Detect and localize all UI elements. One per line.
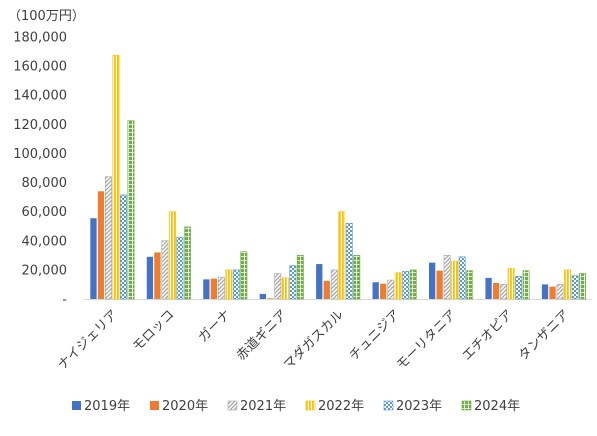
legend-swatch [305, 400, 316, 411]
bar-2022年-ナイジェリア [112, 54, 120, 300]
bar-2023年-ナイジェリア [120, 194, 127, 300]
bar-2023年-チュニジア [402, 271, 410, 300]
bar-2024年-チュニジア [409, 269, 417, 300]
bar-2019年-モロッコ [146, 256, 154, 299]
y-axis: - 20,000 40,000 60,000 80,000 100,000 120,000 1… [13, 31, 67, 308]
bar-2021年-モーリタニア [443, 255, 451, 300]
bar-2020年-ガーナ [210, 278, 218, 299]
bar-2022年-タンザニア [564, 269, 571, 300]
bar-2022年-エチオピア [507, 268, 515, 300]
legend-label: 2022年 [318, 399, 364, 414]
y-tick-label: 80,000 [22, 176, 68, 191]
unit-label: （100万円） [8, 9, 85, 24]
legend-label: 2024年 [474, 399, 520, 414]
y-tick-label: 60,000 [22, 205, 68, 220]
bar-2023年-赤道ギニア [289, 265, 297, 300]
bar-2023年-タンザニア [571, 275, 579, 300]
y-tick-label: 40,000 [22, 234, 68, 249]
bar-2019年-チュニジア [372, 282, 379, 299]
bar-2023年-マダガスカル [345, 223, 353, 300]
bar-2019年-ナイジェリア [90, 218, 97, 299]
bar-2020年-タンザニア [549, 286, 556, 299]
bar-2024年-赤道ギニア [296, 255, 304, 300]
bar-2019年-タンザニア [541, 284, 549, 299]
bar-2021年-タンザニア [556, 284, 564, 300]
bar-2024年-タンザニア [579, 273, 586, 300]
bar-2022年-赤道ギニア [281, 277, 289, 300]
bar-2019年-赤道ギニア [259, 293, 266, 299]
bar-2021年-ナイジェリア [105, 176, 112, 300]
legend-item: 2021年 [227, 399, 286, 414]
bar-2020年-モーリタニア [436, 270, 443, 299]
bar-2023年-モーリタニア [458, 256, 466, 300]
y-tick-label: 180,000 [13, 31, 67, 46]
bar-2021年-モロッコ [161, 240, 169, 300]
bar-2020年-ナイジェリア [97, 191, 105, 299]
legend-item: 2020年 [150, 399, 208, 414]
bar-2019年-ガーナ [203, 279, 210, 299]
bar-2020年-モロッコ [154, 252, 161, 299]
legend-item: 2023年 [383, 399, 442, 414]
bar-2024年-エチオピア [522, 270, 530, 300]
bar-2024年-ガーナ [240, 251, 248, 300]
bar-2020年-エチオピア [492, 282, 500, 299]
legend-swatch [72, 401, 81, 410]
x-tick-label: マダガスカル [281, 307, 347, 373]
y-tick-label: 20,000 [22, 263, 68, 278]
y-tick-label: 140,000 [13, 89, 67, 104]
bar-2019年-モーリタニア [428, 262, 436, 299]
legend-swatch [150, 401, 159, 410]
bar-2023年-モロッコ [176, 236, 184, 300]
legend-swatch [383, 400, 394, 411]
bar-2019年-エチオピア [485, 277, 492, 299]
x-tick-label: ナイジェリア [55, 307, 121, 373]
legend-item: 2019年 [72, 399, 130, 414]
bar-2022年-マダガスカル [338, 211, 346, 300]
legend: 2019年 2020年 2021年 2022年 2023年 2024年 [72, 399, 520, 414]
bar-2021年-マダガスカル [330, 269, 338, 300]
bar-2020年-チュニジア [380, 283, 387, 299]
legend-label: 2020年 [162, 399, 208, 414]
legend-label: 2021年 [240, 399, 286, 414]
bar-2020年-マダガスカル [323, 280, 330, 299]
bar-2021年-チュニジア [387, 279, 395, 300]
bar-2022年-チュニジア [394, 272, 402, 300]
bar-2023年-ガーナ [232, 269, 240, 300]
bar-2022年-モーリタニア [451, 260, 459, 300]
x-tick-label: エチオピア [460, 307, 517, 364]
bar-2022年-モロッコ [168, 211, 176, 300]
bar-2024年-モーリタニア [466, 270, 474, 300]
bar-2021年-ガーナ [217, 276, 225, 300]
bar-2024年-ナイジェリア [127, 120, 135, 300]
bar-2021年-エチオピア [500, 284, 508, 300]
bar-2021年-赤道ギニア [274, 273, 282, 300]
bar-2020年-赤道ギニア [267, 298, 274, 299]
bar-2023年-エチオピア [515, 276, 523, 300]
bar-2024年-マダガスカル [353, 255, 361, 300]
legend-swatch [461, 400, 472, 411]
legend-label: 2023年 [396, 399, 442, 414]
bar-2019年-マダガスカル [316, 264, 323, 299]
y-tick-label: - [62, 293, 67, 308]
bars [90, 54, 586, 300]
x-tick-label: チュニジア [347, 307, 404, 364]
legend-item: 2022年 [305, 399, 364, 414]
legend-label: 2019年 [84, 399, 130, 414]
x-tick-label: タンザニア [516, 307, 573, 364]
x-tick-label: 赤道ギニア [234, 307, 291, 364]
y-tick-label: 100,000 [13, 147, 67, 162]
x-tick-label: ガーナ [196, 307, 234, 345]
bar-2024年-モロッコ [183, 226, 191, 300]
x-tick-label: モロッコ [130, 307, 177, 354]
legend-item: 2024年 [461, 399, 520, 414]
y-tick-label: 160,000 [13, 60, 67, 75]
bar-2022年-ガーナ [225, 269, 233, 300]
y-tick-label: 120,000 [13, 118, 67, 133]
x-tick-label: モーリタニア [394, 307, 460, 373]
legend-swatch [227, 400, 238, 411]
